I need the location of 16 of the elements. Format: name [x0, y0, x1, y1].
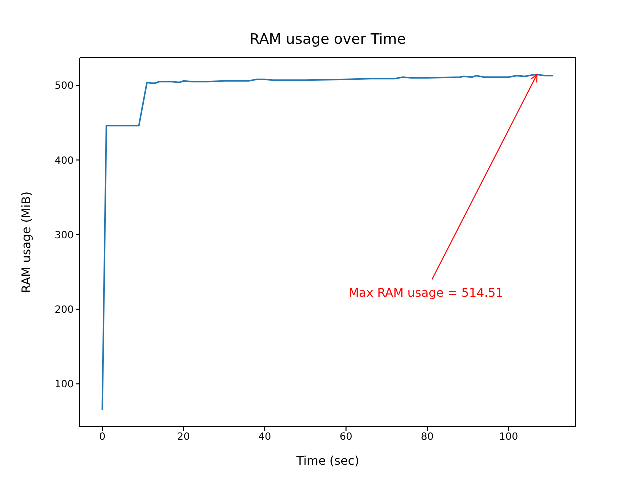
x-tick-label: 0 [99, 432, 106, 444]
x-tick-label: 80 [421, 432, 434, 444]
line-series [102, 74, 554, 411]
x-axis-title: Time (sec) [296, 454, 360, 468]
y-axis-title: RAM usage (MiB) [19, 192, 34, 294]
x-tick-label: 20 [177, 432, 190, 444]
y-tick-label: 500 [54, 81, 74, 92]
chart-title: RAM usage over Time [248, 32, 408, 48]
y-tick-label: 400 [54, 156, 74, 167]
y-tick-label: 200 [54, 305, 74, 316]
x-tick-label: 40 [258, 432, 272, 444]
x-tick-label: 100 [499, 432, 518, 444]
y-tick-label: 300 [54, 230, 74, 242]
annotation: Max RAM usage = 514.51 [348, 286, 504, 300]
x-tick-label: 60 [340, 432, 353, 444]
y-tick-label: 100 [54, 380, 74, 391]
